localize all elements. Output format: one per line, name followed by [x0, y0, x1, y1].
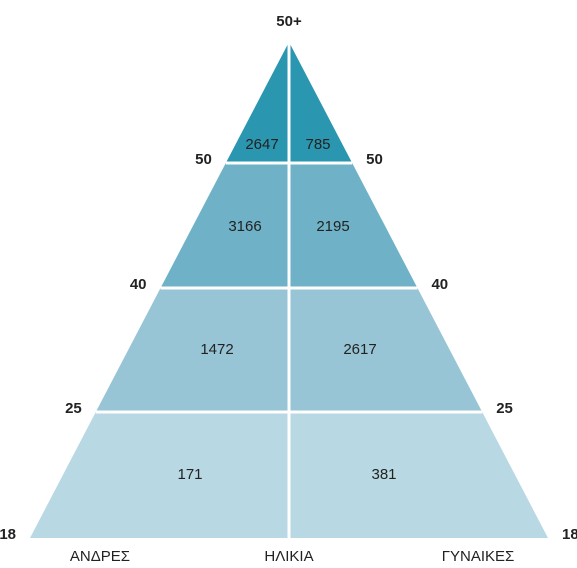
- level-label-left: 18: [0, 526, 16, 543]
- footer-right: ΓΥΝΑΙΚΕΣ: [442, 548, 515, 565]
- men-value: 171: [177, 466, 202, 483]
- women-value: 785: [305, 136, 330, 153]
- apex-label: 50+: [276, 13, 302, 30]
- women-value: 2195: [316, 218, 349, 235]
- level-label-right: 40: [431, 276, 448, 293]
- level-label-left: 50: [195, 151, 212, 168]
- level-label-right: 50: [366, 151, 383, 168]
- level-label-right: 25: [496, 400, 513, 417]
- men-value: 2647: [245, 136, 278, 153]
- women-value: 2617: [343, 341, 376, 358]
- women-value: 381: [371, 466, 396, 483]
- footer-center: ΗΛΙΚΙΑ: [264, 548, 313, 565]
- men-value: 1472: [200, 341, 233, 358]
- men-value: 3166: [228, 218, 261, 235]
- level-label-right: 18: [562, 526, 577, 543]
- level-label-left: 25: [65, 400, 82, 417]
- footer-left: ΑΝΔΡΕΣ: [70, 548, 130, 565]
- level-label-left: 40: [130, 276, 147, 293]
